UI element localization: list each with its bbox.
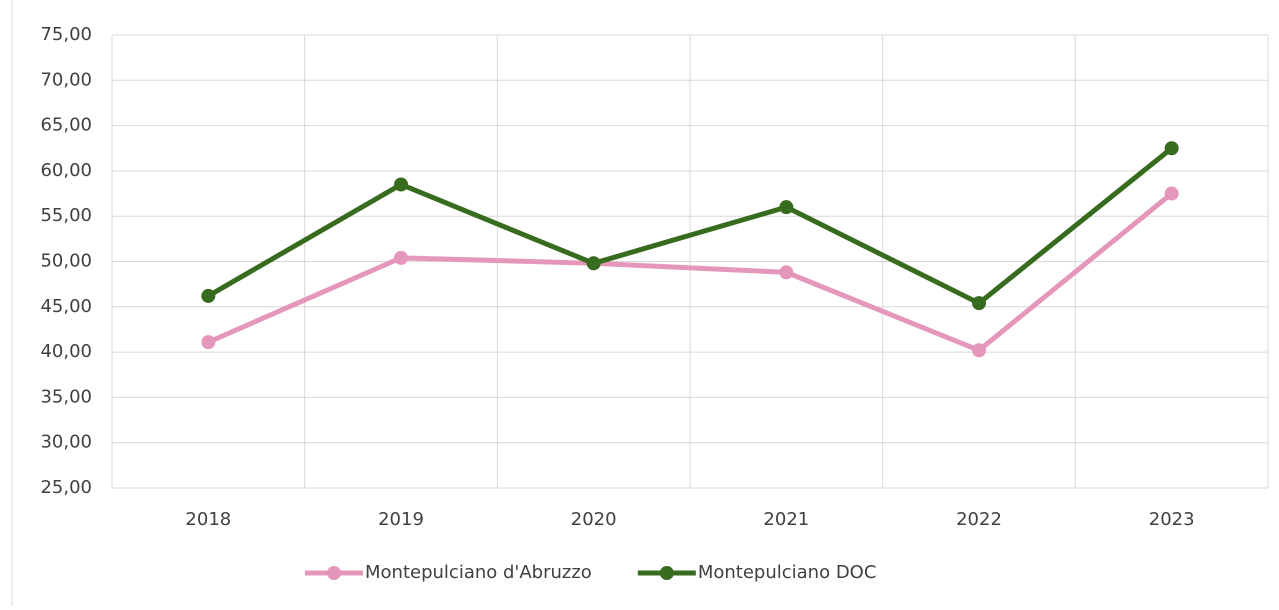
- data-point: [586, 256, 601, 271]
- legend-marker: [327, 566, 341, 580]
- y-tick-label: 40,00: [40, 341, 92, 362]
- y-tick-label: 45,00: [40, 296, 92, 317]
- x-tick-label: 2021: [763, 509, 809, 530]
- data-point: [1164, 186, 1179, 201]
- data-point: [779, 200, 794, 215]
- data-point: [972, 296, 986, 311]
- data-point: [972, 343, 986, 358]
- x-tick-label: 2023: [1149, 509, 1195, 530]
- legend-marker: [659, 566, 674, 580]
- y-tick-label: 70,00: [40, 69, 92, 90]
- y-tick-label: 35,00: [40, 386, 92, 407]
- series-line: [207, 191, 1174, 353]
- data-point: [394, 250, 408, 265]
- y-tick-label: 25,00: [40, 477, 92, 498]
- y-tick-label: 55,00: [40, 205, 92, 226]
- x-tick-label: 2018: [185, 509, 231, 530]
- x-tick-label: 2022: [956, 509, 1002, 530]
- x-tick-label: 2020: [571, 509, 617, 530]
- y-tick-label: 65,00: [40, 115, 92, 136]
- y-tick-label: 30,00: [40, 432, 92, 453]
- data-point: [394, 177, 408, 192]
- data-point: [1164, 141, 1179, 156]
- legend-label: Montepulciano d'Abruzzo: [365, 562, 592, 583]
- series-line: [207, 146, 1174, 306]
- y-tick-label: 75,00: [40, 24, 92, 45]
- data-point: [779, 265, 794, 280]
- data-point: [201, 335, 216, 350]
- y-tick-label: 50,00: [40, 251, 92, 272]
- data-point: [201, 288, 216, 303]
- y-tick-label: 60,00: [40, 160, 92, 181]
- chart-frame: [11, 0, 13, 610]
- legend-label: Montepulciano DOC: [698, 562, 877, 583]
- x-tick-label: 2019: [378, 509, 424, 530]
